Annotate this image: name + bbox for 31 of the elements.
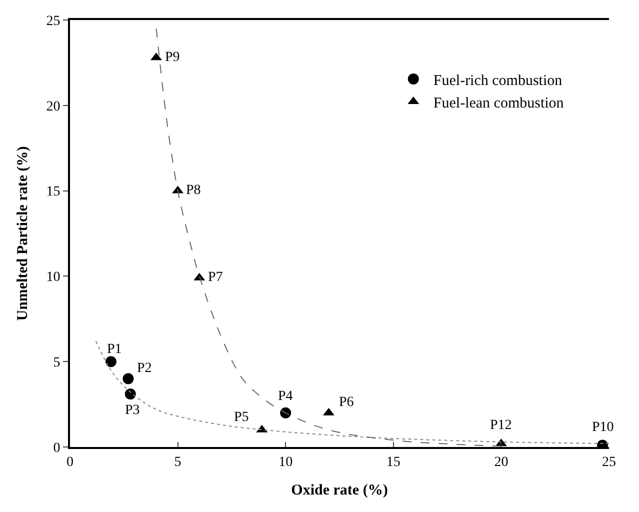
x-axis-title: Oxide rate (%) [291, 482, 388, 498]
annotation: P1 [107, 342, 122, 357]
legend-label: Fuel-lean combustion [433, 95, 564, 112]
y-tick-label: 20 [46, 99, 60, 114]
y-tick-label: 5 [53, 356, 60, 370]
annotation: P6 [339, 395, 354, 410]
y-axis-title: Unmelted Particle rate (%) [14, 146, 31, 321]
annotation: P9 [165, 50, 180, 65]
x-tick-label: 5 [174, 454, 182, 470]
annotation: P5 [234, 410, 249, 425]
legend-label: Fuel-rich combustion [433, 72, 563, 89]
x-tick-label: 15 [386, 454, 400, 470]
annotation: P2 [137, 361, 152, 376]
point [105, 356, 116, 368]
annotation: P12 [490, 418, 512, 433]
x-tick-label: 20 [494, 454, 508, 470]
y-tick-label: 15 [46, 184, 60, 200]
point [122, 373, 134, 384]
x-tick-label: 0 [66, 454, 74, 470]
annotation: P8 [186, 183, 201, 198]
y-tick-label: 25 [46, 14, 60, 29]
y-tick-label: 10 [46, 270, 60, 286]
x-tick-label: 25 [602, 454, 616, 470]
annotation: P7 [208, 270, 223, 285]
annotation: P4 [278, 389, 293, 404]
point [124, 388, 136, 400]
annotation: P10 [592, 420, 614, 435]
point [280, 407, 292, 418]
annotation: P3 [125, 403, 140, 418]
y-tick-label: 0 [53, 440, 60, 456]
x-tick-label: 10 [278, 454, 293, 470]
